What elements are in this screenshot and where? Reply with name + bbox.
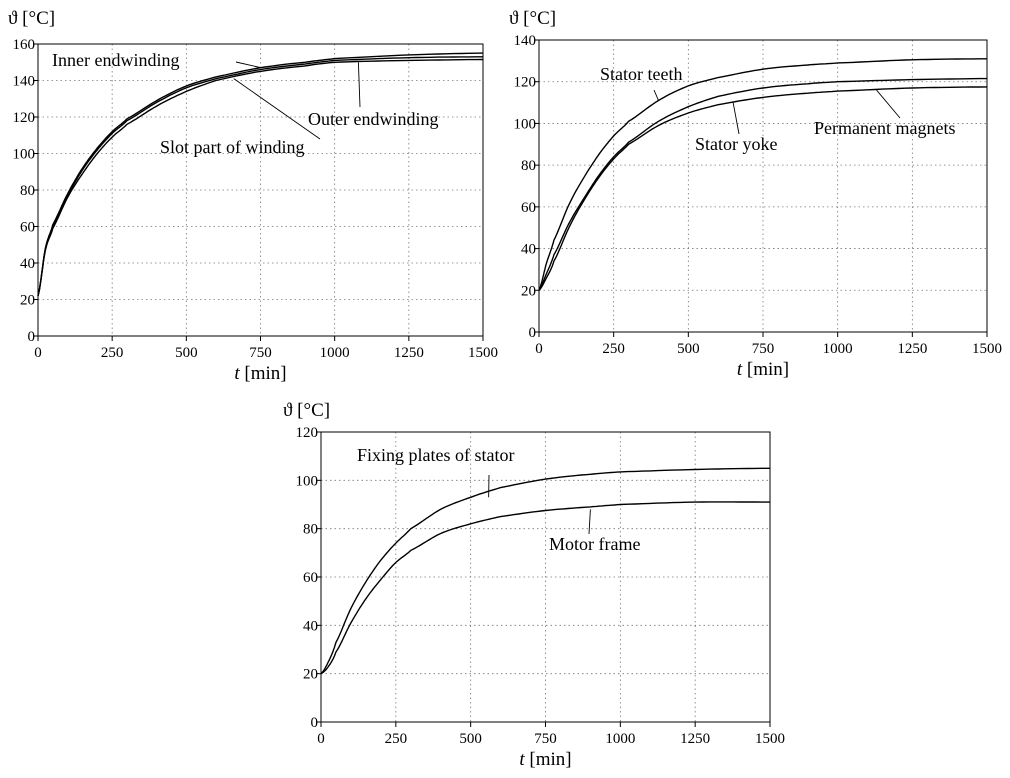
x-tick-label: 500 <box>677 341 700 357</box>
y-tick-label: 40 <box>521 242 536 258</box>
series-line-2 <box>538 77 987 291</box>
x-axis-title: t [min] <box>737 359 789 380</box>
x-tick-label: 1500 <box>755 731 785 747</box>
x-axis-title: t [min] <box>234 363 286 384</box>
y-tick-label: 80 <box>521 158 536 174</box>
x-axis-variable: t <box>737 359 743 380</box>
x-tick-label: 1000 <box>605 731 635 747</box>
x-tick-label: 500 <box>459 731 482 747</box>
x-tick-label: 0 <box>34 345 42 361</box>
y-tick-label: 80 <box>20 183 35 199</box>
series-line-1 <box>320 467 770 675</box>
chart-panel-3: 0 250 500 750 1000 1250 1500 0 20 40 60 80 100 120 ϑ [… <box>283 400 785 770</box>
y-tick-label: 140 <box>514 33 537 49</box>
chart-panel-2: 0 250 500 750 1000 1250 1500 0 20 40 60 80 100 120 140… <box>509 8 1002 380</box>
y-tick-label: 60 <box>303 570 318 586</box>
y-tick-label: 100 <box>13 147 36 163</box>
y-tick-label: 140 <box>13 74 36 90</box>
y-tick-label: 40 <box>20 256 35 272</box>
y-tick-label: 160 <box>13 37 36 53</box>
series-line-2 <box>320 501 770 675</box>
x-tick-label: 750 <box>534 731 557 747</box>
x-tick-label: 1000 <box>823 341 853 357</box>
annotation-label: Stator teeth <box>600 64 682 84</box>
series-line-3 <box>538 86 988 291</box>
y-tick-label: 60 <box>20 220 35 236</box>
x-tick-label: 0 <box>317 731 325 747</box>
y-tick-label: 20 <box>20 293 35 309</box>
y-axis-title: ϑ [°C] <box>8 8 55 29</box>
y-tick-label: 40 <box>303 618 318 634</box>
annotation-label: Motor frame <box>549 534 640 554</box>
x-tick-label: 250 <box>385 731 408 747</box>
annotation-leader <box>588 509 591 535</box>
x-tick-label: 1250 <box>897 341 927 357</box>
y-axis-title: ϑ [°C] <box>509 8 556 29</box>
annotation-leader <box>732 102 740 135</box>
y-tick-label: 0 <box>28 329 36 345</box>
x-tick-label: 1500 <box>468 345 498 361</box>
annotation-leader <box>357 62 361 108</box>
x-axis-unit: [min] <box>525 749 572 770</box>
y-tick-label: 20 <box>521 283 536 299</box>
x-tick-label: 750 <box>249 345 272 361</box>
series-line-3 <box>37 52 484 297</box>
x-axis-variable: t <box>234 363 240 384</box>
y-tick-label: 0 <box>529 325 537 341</box>
y-tick-label: 60 <box>521 200 536 216</box>
annotation-label: Inner endwinding <box>52 50 179 70</box>
annotation-label: Permanent magnets <box>814 118 955 138</box>
y-axis-title: ϑ [°C] <box>283 400 330 421</box>
x-axis-title: t [min] <box>519 749 571 770</box>
x-tick-label: 0 <box>535 341 543 357</box>
y-tick-label: 120 <box>514 75 537 91</box>
y-tick-label: 0 <box>311 715 319 731</box>
x-tick-label: 1000 <box>320 345 350 361</box>
y-tick-label: 100 <box>296 473 319 489</box>
x-axis-unit: [min] <box>240 363 287 384</box>
y-tick-label: 120 <box>296 425 319 441</box>
y-tick-label: 100 <box>514 116 537 132</box>
annotation-label: Outer endwinding <box>308 109 438 129</box>
annotation-label: Stator yoke <box>695 134 778 154</box>
chart-panel-1: 0 250 500 750 1000 1250 1500 0 20 40 60 80 100 120 140… <box>8 8 498 384</box>
annotation-label: Fixing plates of stator <box>357 445 514 465</box>
x-tick-label: 500 <box>175 345 198 361</box>
annotation-leader <box>233 78 321 140</box>
y-tick-label: 120 <box>13 110 36 126</box>
x-tick-label: 1250 <box>394 345 424 361</box>
series-line-1 <box>538 58 987 291</box>
x-axis-unit: [min] <box>742 359 789 380</box>
x-tick-label: 1250 <box>680 731 710 747</box>
annotation-leader <box>653 89 659 101</box>
x-tick-label: 250 <box>602 341 625 357</box>
x-tick-label: 250 <box>101 345 124 361</box>
x-axis-variable: t <box>519 749 525 770</box>
y-tick-label: 80 <box>303 522 318 538</box>
series-line-2 <box>37 58 484 297</box>
annotation-leader <box>235 61 262 69</box>
x-tick-label: 750 <box>752 341 775 357</box>
x-tick-label: 1500 <box>972 341 1002 357</box>
annotation-leader <box>876 89 901 119</box>
y-tick-label: 20 <box>303 667 318 683</box>
annotation-label: Slot part of winding <box>160 137 305 157</box>
